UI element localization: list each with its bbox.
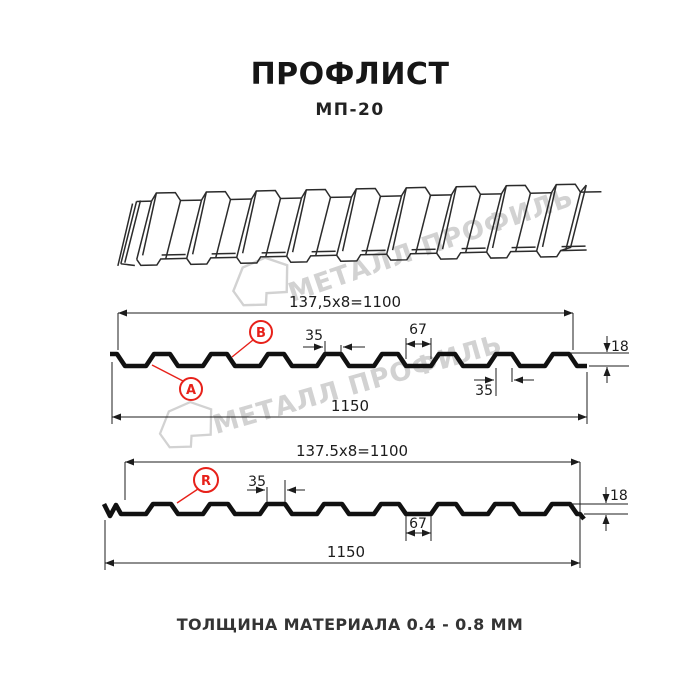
side-label-r-letter: R xyxy=(201,474,211,489)
dim-height-18 xyxy=(570,487,628,531)
side-label-b: B xyxy=(231,320,273,358)
dim-pitch-1100 xyxy=(124,458,581,568)
page-subtitle: МП-20 xyxy=(315,100,385,120)
dim-overall-1150 xyxy=(104,520,580,570)
brand-logo-icon xyxy=(232,256,289,307)
profile-section-top: 137,5x8=1100 35 67 18 xyxy=(110,293,629,424)
dim-label-height: 18 xyxy=(610,488,628,504)
brand-logo-icon xyxy=(158,400,213,449)
profile-outline xyxy=(110,351,587,369)
dim-overall-1150 xyxy=(111,362,588,424)
dim-label-pitch: 137,5x8=1100 xyxy=(289,293,401,311)
sheet-3d-drawing xyxy=(117,182,604,267)
sheet-rib xyxy=(234,189,304,265)
side-label-r: R xyxy=(176,467,219,504)
dim-label-pitch: 137.5x8=1100 xyxy=(296,442,408,460)
dim-label-crest: 35 xyxy=(248,474,266,490)
dim-label-valley: 67 xyxy=(409,516,427,532)
sheet-rib xyxy=(284,188,354,264)
side-label-a: A xyxy=(151,364,203,401)
dim-label-height: 18 xyxy=(611,339,629,355)
watermark-middle: МЕТАЛЛ ПРОФИЛЬ xyxy=(158,329,506,449)
dim-label-overall: 1150 xyxy=(327,543,365,561)
dim-bottom-crest-35 xyxy=(474,368,534,396)
profile-section-bottom: 137.5x8=1100 35 67 18 xyxy=(101,442,628,570)
watermark-text: МЕТАЛЛ ПРОФИЛЬ xyxy=(210,329,506,440)
thickness-note: ТОЛЩИНА МАТЕРИАЛА 0.4 - 0.8 ММ xyxy=(176,615,524,634)
dim-valley-67 xyxy=(405,516,432,541)
dim-label-valley: 67 xyxy=(409,322,427,338)
dim-pitch-1100 xyxy=(117,309,574,350)
dim-valley-67 xyxy=(405,338,432,359)
watermark-text: МЕТАЛЛ ПРОФИЛЬ xyxy=(285,183,578,309)
dim-label-bottom-crest: 35 xyxy=(475,383,493,399)
dim-label-crest: 35 xyxy=(305,328,323,344)
sheet-right-cut-edge xyxy=(560,184,588,252)
dim-label-overall: 1150 xyxy=(331,397,369,415)
sheet-rib xyxy=(184,190,254,266)
dim-height-18 xyxy=(569,336,629,383)
sheet-left-cut-edge xyxy=(117,200,142,267)
dim-crest-35 xyxy=(303,341,365,354)
side-label-b-letter: B xyxy=(256,326,266,341)
page-title: ПРОФЛИСТ xyxy=(250,57,450,92)
sheet-rib xyxy=(134,191,204,267)
dim-crest-35 xyxy=(247,480,305,502)
profile-outline xyxy=(101,501,586,521)
side-label-a-letter: A xyxy=(186,383,196,398)
